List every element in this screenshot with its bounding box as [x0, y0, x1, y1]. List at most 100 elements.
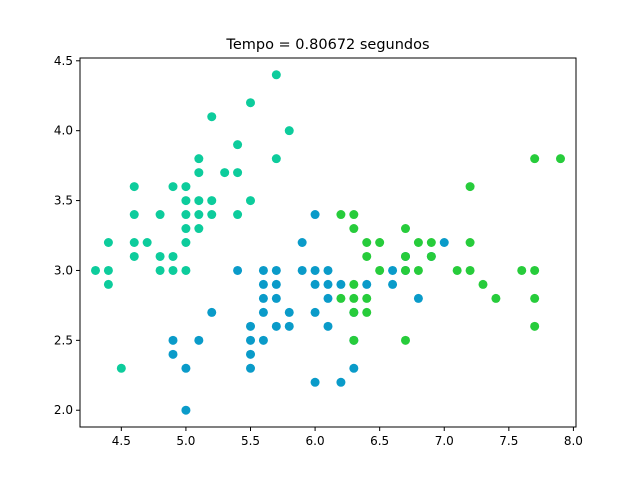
data-point: [233, 265, 243, 275]
y-tick-label: 4.5: [54, 54, 73, 68]
data-point: [426, 251, 436, 261]
data-point: [375, 265, 385, 275]
data-point: [103, 279, 113, 289]
data-point: [194, 196, 204, 206]
data-point: [129, 238, 139, 247]
data-point: [271, 70, 281, 80]
data-point: [155, 210, 165, 220]
data-point: [362, 293, 372, 303]
data-point: [207, 210, 217, 220]
data-point: [181, 196, 191, 206]
chart-title: Tempo = 0.80672 segundos: [225, 37, 429, 53]
data-point: [310, 210, 320, 220]
data-point: [258, 279, 268, 289]
data-point: [246, 335, 255, 345]
y-tick-label: 3.0: [54, 263, 73, 277]
data-point: [362, 307, 372, 317]
x-tick-label: 5.0: [176, 434, 195, 448]
data-point: [181, 210, 191, 220]
data-point: [465, 182, 475, 192]
data-point: [258, 335, 268, 345]
data-point: [349, 210, 359, 220]
plot-frame: [79, 57, 577, 428]
x-tick-label: 6.0: [306, 434, 325, 448]
data-point: [349, 224, 359, 234]
y-tick-label: 2.0: [54, 403, 73, 417]
data-point: [465, 265, 475, 275]
data-point: [258, 293, 268, 303]
data-point: [401, 265, 410, 275]
data-point: [168, 265, 178, 275]
data-point: [181, 265, 191, 275]
data-point: [168, 182, 178, 192]
data-point: [336, 279, 346, 289]
data-point: [413, 265, 423, 275]
data-point: [194, 154, 204, 164]
data-point: [556, 154, 565, 164]
data-point: [413, 238, 423, 247]
data-point: [271, 279, 281, 289]
data-point: [129, 182, 139, 192]
data-point: [530, 265, 540, 275]
data-point: [207, 196, 217, 206]
data-point: [129, 210, 139, 220]
data-point: [388, 279, 398, 289]
data-point: [362, 251, 372, 261]
data-point: [103, 265, 113, 275]
data-point: [246, 98, 255, 108]
data-point: [349, 279, 359, 289]
data-point: [142, 238, 152, 247]
data-point: [194, 210, 204, 220]
data-point: [323, 279, 333, 289]
data-point: [349, 307, 359, 317]
data-point: [336, 377, 346, 387]
data-point: [246, 349, 255, 359]
data-point: [310, 279, 320, 289]
data-point: [246, 196, 255, 206]
data-point: [168, 349, 178, 359]
data-point: [284, 126, 294, 136]
data-point: [246, 363, 255, 373]
data-point: [310, 265, 320, 275]
data-point: [401, 335, 410, 345]
data-point: [323, 293, 333, 303]
data-point: [258, 265, 268, 275]
data-point: [181, 182, 191, 192]
x-tick-label: 6.5: [370, 434, 389, 448]
data-point: [271, 265, 281, 275]
data-point: [233, 210, 243, 220]
data-point: [91, 265, 100, 275]
data-point: [207, 112, 217, 122]
data-point: [155, 251, 165, 261]
data-point: [401, 251, 410, 261]
data-point: [478, 279, 488, 289]
data-point: [401, 224, 410, 234]
data-point: [246, 321, 255, 331]
data-point: [181, 405, 191, 415]
y-tick-label: 4.0: [54, 124, 73, 138]
data-point: [181, 224, 191, 234]
data-point: [233, 140, 243, 150]
data-point: [129, 251, 139, 261]
y-tick-label: 3.5: [54, 194, 73, 208]
data-point: [375, 238, 385, 247]
data-point: [194, 168, 204, 178]
data-point: [465, 238, 475, 247]
data-point: [258, 307, 268, 317]
y-tick-label: 2.5: [54, 333, 73, 347]
data-point: [310, 377, 320, 387]
data-point: [349, 335, 359, 345]
data-point: [323, 321, 333, 331]
data-point: [530, 321, 540, 331]
data-point: [271, 293, 281, 303]
x-tick-label: 7.0: [435, 434, 454, 448]
data-point: [349, 363, 359, 373]
data-point: [297, 238, 307, 247]
data-point: [323, 265, 333, 275]
x-tick-label: 7.5: [499, 434, 518, 448]
data-point: [349, 293, 359, 303]
data-point: [181, 238, 191, 247]
data-point: [310, 307, 320, 317]
data-point: [297, 265, 307, 275]
data-point: [168, 335, 178, 345]
